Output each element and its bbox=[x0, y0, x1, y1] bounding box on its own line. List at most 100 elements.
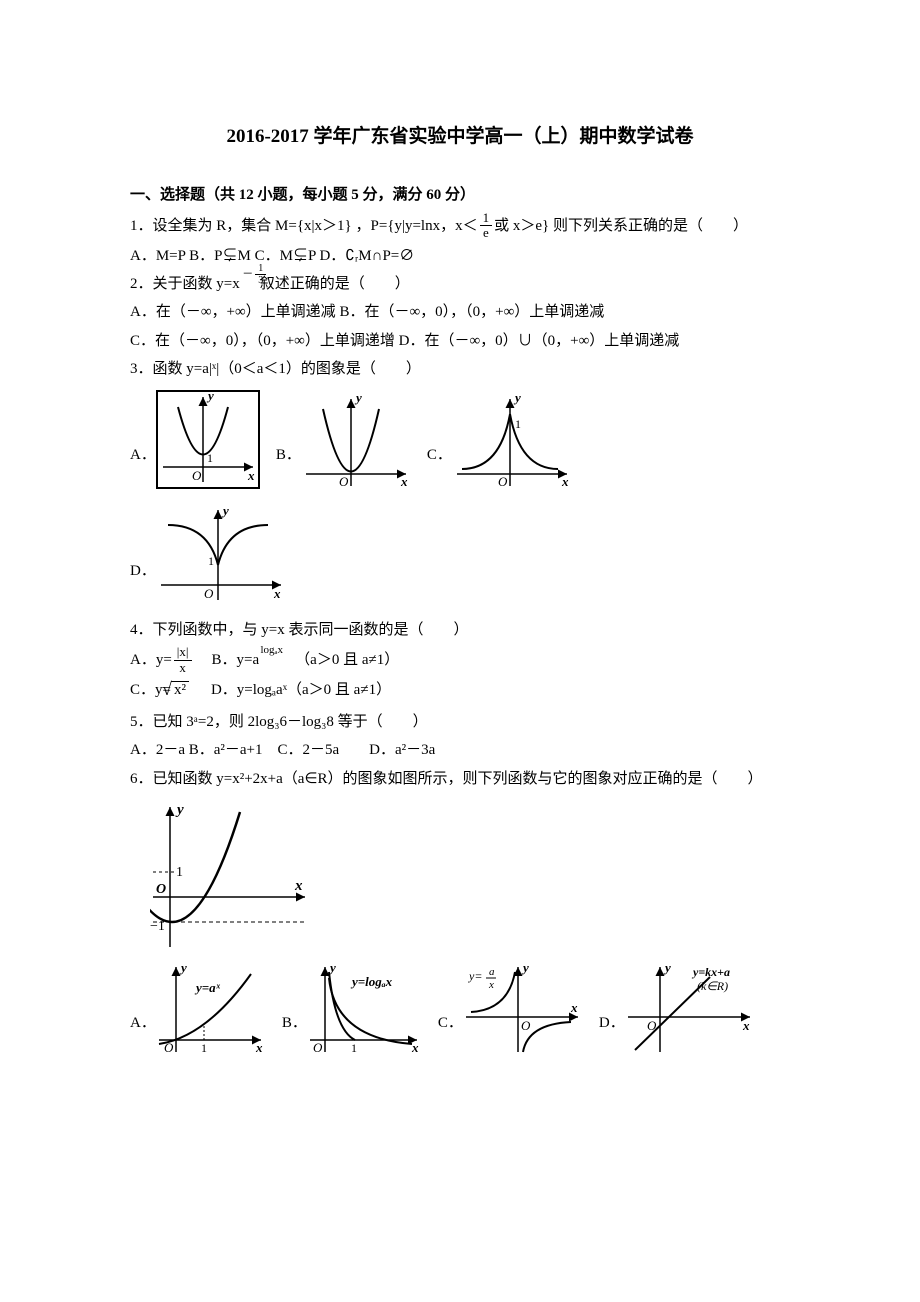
svg-text:y: y bbox=[521, 962, 529, 975]
q1-frac-den: e bbox=[480, 226, 492, 240]
q6-optB-label: B． bbox=[282, 1010, 307, 1057]
q4-optA-den: x bbox=[176, 661, 189, 675]
q2-exp-neg: － bbox=[242, 265, 253, 284]
q1-num: 1． bbox=[130, 213, 153, 239]
q3-optD-label: D． bbox=[130, 558, 156, 605]
svg-text:O: O bbox=[164, 1040, 174, 1055]
svg-text:x: x bbox=[400, 474, 408, 489]
one-label: 1 bbox=[207, 451, 213, 465]
q6-optC-label: C． bbox=[438, 1010, 463, 1057]
axis-x-label: x bbox=[247, 468, 255, 483]
question-5: 5．已知 3ᵃ=2，则 2log₃6－log₃8 等于（ ） bbox=[130, 709, 790, 735]
q6-graph-C: y x O y= a x bbox=[463, 962, 583, 1057]
q4-optB-cond: （a＞0 且 a≠1） bbox=[295, 647, 399, 673]
q5-text: 已知 3ᵃ=2，则 2log₃6－log₃8 等于（ ） bbox=[153, 714, 428, 730]
svg-text:1: 1 bbox=[208, 554, 214, 568]
svg-text:y: y bbox=[663, 962, 671, 975]
question-3: 3．函数 y=a|ˣ|（0＜a＜1）的图象是（ ） bbox=[130, 356, 790, 382]
svg-text:1: 1 bbox=[351, 1041, 357, 1055]
q4-optB-base: a bbox=[252, 652, 259, 668]
q3-graph-B: y x O bbox=[301, 394, 411, 489]
q2-optA: A．在（－∞，+∞）上单调递减 bbox=[130, 304, 336, 320]
q1-frac-num: 1 bbox=[480, 211, 493, 226]
svg-text:x: x bbox=[255, 1040, 263, 1055]
svg-text:1: 1 bbox=[515, 417, 521, 431]
svg-text:y=aˣ: y=aˣ bbox=[194, 980, 221, 995]
q4-optA-pre: A．y= bbox=[130, 647, 172, 673]
svg-text:x: x bbox=[273, 586, 281, 601]
q2-post: 叙述正确的是（ ） bbox=[260, 271, 410, 297]
q2-row1: A．在（－∞，+∞）上单调递减 B．在（－∞，0），（0，+∞）上单调递减 bbox=[130, 299, 790, 325]
svg-text:a: a bbox=[489, 966, 495, 978]
question-1: 1． 设全集为 R，集合 M={x|x＞1} ，P={y|y=lnx，x＜ 1 … bbox=[130, 211, 790, 241]
svg-text:1: 1 bbox=[201, 1041, 207, 1055]
svg-text:x: x bbox=[488, 979, 494, 991]
q3-num: 3． bbox=[130, 361, 153, 377]
q2-exp-num: 1 bbox=[255, 263, 266, 275]
q3-graph-C: y x O 1 bbox=[452, 394, 572, 489]
q3-row2: D． y x O 1 bbox=[130, 505, 790, 605]
svg-text:O: O bbox=[339, 474, 349, 489]
q3-optA-label: A． bbox=[130, 442, 156, 489]
svg-text:y: y bbox=[328, 962, 336, 975]
svg-text:O: O bbox=[521, 1018, 531, 1033]
q2-optD: D．在（－∞，0）∪（0，+∞）上单调递减 bbox=[399, 333, 680, 349]
q4-optA-num: |x| bbox=[174, 645, 192, 660]
svg-text:−1: −1 bbox=[150, 919, 165, 934]
svg-text:(k∈R): (k∈R) bbox=[697, 979, 728, 993]
q3-row1: A． y x O 1 B． y x O C． bbox=[130, 390, 790, 489]
question-2: 2． 关于函数 y= x － 1 3 叙述正确的是（ ） bbox=[130, 271, 790, 297]
q3-optC-label: C． bbox=[427, 442, 452, 489]
svg-text:x: x bbox=[570, 1000, 578, 1015]
question-4: 4．下列函数中，与 y=x 表示同一函数的是（ ） bbox=[130, 617, 790, 643]
page-title: 2016-2017 学年广东省实验中学高一（上）期中数学试卷 bbox=[130, 120, 790, 154]
q2-pre: 关于函数 y= bbox=[153, 271, 233, 297]
q2-optC: C．在（－∞，0），（0，+∞）上单调递增 bbox=[130, 333, 395, 349]
q4-optB-exp: logₐx bbox=[260, 641, 283, 660]
q6-num: 6． bbox=[130, 771, 153, 787]
q6-graph-B: y x O 1 y=logₐx bbox=[307, 962, 422, 1057]
q2-base: x bbox=[232, 276, 240, 292]
svg-text:y=: y= bbox=[468, 969, 482, 983]
q3-graph-A: y x O 1 bbox=[158, 392, 258, 487]
svg-text:O: O bbox=[204, 586, 214, 601]
q2-optB: B．在（－∞，0），（0，+∞）上单调递减 bbox=[339, 304, 604, 320]
q2-exp-den: 3 bbox=[255, 275, 266, 286]
svg-text:y: y bbox=[179, 962, 187, 975]
q4-row2: C．y= x² √ D．y=logₐaˣ（a＞0 且 a≠1） bbox=[130, 677, 790, 703]
q6-optA-label: A． bbox=[130, 1010, 156, 1057]
q4-optA-frac: |x| x bbox=[174, 645, 192, 675]
q4-optB-pre: B．y= bbox=[212, 647, 253, 673]
q4-num: 4． bbox=[130, 622, 153, 638]
q2-num: 2． bbox=[130, 271, 153, 297]
svg-text:y=kx+a: y=kx+a bbox=[691, 965, 730, 979]
q4-row1: A．y= |x| x B．y= a logₐx （a＞0 且 a≠1） bbox=[130, 645, 790, 675]
svg-text:y: y bbox=[513, 394, 521, 405]
svg-text:O: O bbox=[313, 1040, 323, 1055]
q6-main-graph: y x O 1 −1 bbox=[150, 802, 310, 952]
svg-text:y=logₐx: y=logₐx bbox=[350, 974, 393, 989]
svg-text:x: x bbox=[294, 878, 303, 894]
q2-row2: C．在（－∞，0），（0，+∞）上单调递增 D．在（－∞，0）∪（0，+∞）上单… bbox=[130, 328, 790, 354]
q1-frac: 1 e bbox=[480, 211, 493, 241]
q1-pre: 设全集为 R，集合 M={x|x＞1} ，P={y|y=lnx，x＜ bbox=[153, 213, 478, 239]
q6-opts-row: A． y x O 1 y=aˣ B． y x O 1 y=logₐx C． bbox=[130, 962, 790, 1057]
question-6: 6．已知函数 y=x²+2x+a（a∈R）的图象如图所示，则下列函数与它的图象对… bbox=[130, 766, 790, 792]
q6-graph-D: y x O y=kx+a (k∈R) bbox=[625, 962, 755, 1057]
svg-text:1: 1 bbox=[176, 865, 183, 880]
q4-optD: D．y=logₐaˣ（a＞0 且 a≠1） bbox=[211, 677, 391, 703]
svg-text:y: y bbox=[175, 802, 184, 818]
q6-graph-A: y x O 1 y=aˣ bbox=[156, 962, 266, 1057]
q3-graph-D: y x O 1 bbox=[156, 505, 286, 605]
svg-text:O: O bbox=[156, 882, 166, 897]
svg-text:x: x bbox=[742, 1018, 750, 1033]
q6-optD-label: D． bbox=[599, 1010, 625, 1057]
q1-post: 或 x＞e} 则下列关系正确的是（ ） bbox=[494, 213, 748, 239]
svg-text:x: x bbox=[411, 1040, 419, 1055]
svg-text:y: y bbox=[221, 505, 229, 518]
q3-optB-label: B． bbox=[276, 442, 301, 489]
section-header: 一、选择题（共 12 小题，每小题 5 分，满分 60 分） bbox=[130, 182, 790, 209]
q4-optC-rad: x² bbox=[171, 681, 189, 698]
q1-opts: A．M=P B．P⊊M C．M⊊P D．∁ᵣM∩P=∅ bbox=[130, 243, 790, 269]
q6-text: 已知函数 y=x²+2x+a（a∈R）的图象如图所示，则下列函数与它的图象对应正… bbox=[153, 771, 763, 787]
